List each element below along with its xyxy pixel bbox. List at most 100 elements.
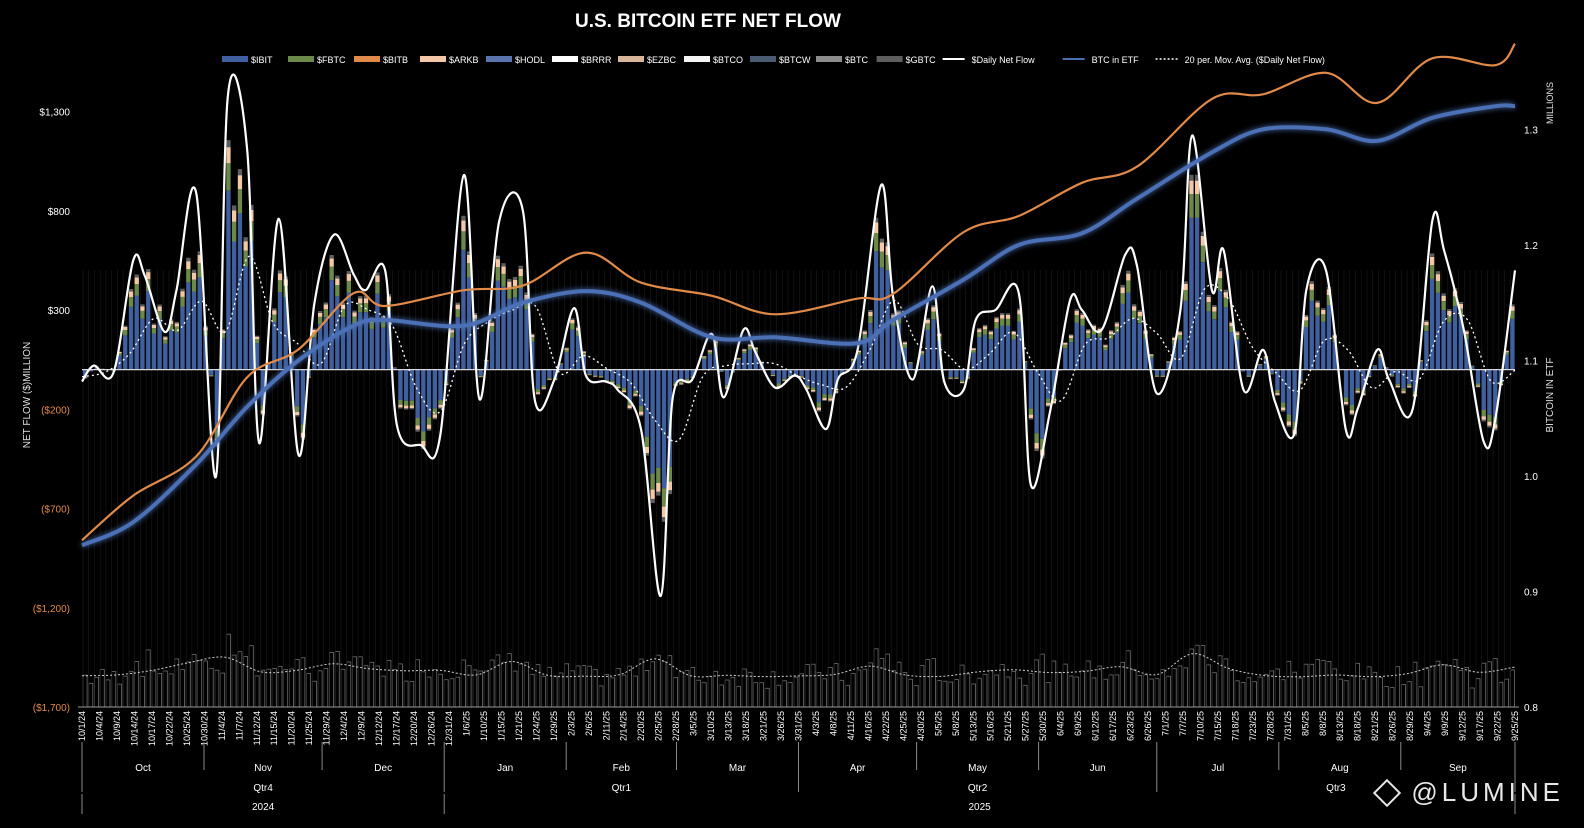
volume-bars xyxy=(82,270,1515,708)
volume-bar xyxy=(787,682,793,708)
volume-bar xyxy=(1389,687,1395,708)
flow-bar-segment xyxy=(300,369,306,425)
flow-bar-segment xyxy=(805,385,810,388)
date-tick-label: 7/23/25 xyxy=(1248,711,1258,741)
left-axis-title: NET FLOW ($)MILLION xyxy=(22,342,33,449)
flow-bar-segment xyxy=(736,358,741,359)
flow-bar-segment xyxy=(656,483,661,492)
volume-bar xyxy=(500,661,506,708)
volume-bar xyxy=(94,676,99,708)
flow-bar-segment xyxy=(1464,339,1469,370)
right-axis-units: MILLIONS xyxy=(1545,82,1555,124)
flow-bar-segment xyxy=(1240,369,1246,371)
flow-bar-segment xyxy=(295,411,300,416)
flow-bar-segment xyxy=(661,369,667,489)
flow-bar-segment xyxy=(988,334,993,340)
flow-bar-segment xyxy=(1435,281,1441,293)
left-tick-label: ($1,200) xyxy=(33,604,70,615)
flow-bar-segment xyxy=(988,330,993,332)
flow-bar-segment xyxy=(547,377,552,380)
flow-bar-segment xyxy=(776,383,781,386)
volume-bar xyxy=(604,674,610,708)
flow-bar-segment xyxy=(541,387,546,389)
volume-bar xyxy=(661,661,667,708)
flow-bar-segment xyxy=(1120,303,1125,370)
flow-bar-segment xyxy=(163,343,168,370)
flow-bar-segment xyxy=(1493,424,1498,429)
flow-bar-segment xyxy=(1109,338,1114,370)
flow-bar-segment xyxy=(1281,402,1286,408)
date-tick-label: 2/14/25 xyxy=(619,711,629,741)
flow-bar-segment xyxy=(346,274,351,281)
flow-bar-segment xyxy=(1023,361,1028,362)
year-label: 2025 xyxy=(968,802,991,813)
volume-bar xyxy=(724,679,730,708)
flow-bar-segment xyxy=(862,330,867,332)
flow-bar-segment xyxy=(524,300,529,310)
legend: $IBIT $FBTC $BITB $ARKB $HODL $BRRR $EZBC $BTCO… xyxy=(222,55,1325,65)
flow-bar-segment xyxy=(415,418,420,426)
flow-bar-segment xyxy=(1126,270,1131,274)
volume-bar xyxy=(157,673,162,708)
flow-bar-segment xyxy=(214,429,220,439)
flow-bar-segment xyxy=(421,369,426,432)
date-tick-label: 10/9/24 xyxy=(112,711,122,741)
volume-bar xyxy=(346,661,352,708)
flow-bar-segment xyxy=(455,317,460,370)
flow-bar-segment xyxy=(1407,386,1412,388)
volume-bar xyxy=(283,669,289,708)
flow-bar-segment xyxy=(753,347,758,350)
volume-bar xyxy=(260,669,266,708)
date-tick-label: 7/10/25 xyxy=(1195,711,1205,741)
flow-bar-segment xyxy=(1051,369,1056,397)
flow-bar-segment xyxy=(639,369,644,406)
flow-bar-segment xyxy=(1177,339,1183,370)
flow-bar-segment xyxy=(1051,403,1056,405)
volume-bar xyxy=(1303,663,1309,708)
flow-bar-segment xyxy=(518,268,523,277)
flow-bar-segment xyxy=(1166,362,1171,364)
flow-bar-segment xyxy=(1286,425,1291,428)
flow-bar-segment xyxy=(169,324,174,331)
volume-bar xyxy=(1401,684,1406,708)
flow-bar-segment xyxy=(323,302,328,305)
flow-bar-segment xyxy=(1212,311,1217,320)
flow-bar-segment xyxy=(1212,319,1217,370)
volume-bar xyxy=(122,675,128,708)
date-tick-label: 7/31/25 xyxy=(1283,711,1293,741)
flow-bar-segment xyxy=(1028,408,1034,415)
flow-bar-segment xyxy=(1481,369,1486,410)
flow-bar-segment xyxy=(1166,361,1171,363)
volume-bar xyxy=(1418,686,1424,708)
volume-bar xyxy=(971,683,976,708)
flow-bar-segment xyxy=(650,473,655,490)
flow-bar-segment xyxy=(1447,310,1452,316)
flow-bar-segment xyxy=(1332,342,1337,370)
date-tick-label: 10/25/24 xyxy=(182,711,192,746)
flow-bar-segment xyxy=(1132,304,1137,307)
date-tick-label: 5/5/25 xyxy=(933,711,943,736)
volume-bar xyxy=(1171,668,1177,708)
flow-bar-segment xyxy=(381,321,386,328)
flow-bar-segment xyxy=(541,369,546,386)
flow-bar-segment xyxy=(524,292,529,295)
flow-bar-segment xyxy=(398,400,403,405)
flow-bar-segment xyxy=(1005,315,1011,319)
flow-bar-segment xyxy=(1160,375,1165,377)
volume-bar xyxy=(220,672,226,708)
flow-bar-segment xyxy=(174,323,179,327)
flow-bar-segment xyxy=(874,233,879,252)
flow-bar-segment xyxy=(1086,338,1091,370)
volume-bar xyxy=(1091,677,1097,708)
volume-bar xyxy=(804,664,810,708)
flow-bar-segment xyxy=(656,467,661,483)
flow-bar-segment xyxy=(1275,369,1280,390)
volume-bar xyxy=(134,661,140,708)
flow-bar-segment xyxy=(415,425,420,430)
flow-bar-segment xyxy=(667,490,672,495)
legend-label: $BITB xyxy=(383,55,408,65)
flow-bar-segment xyxy=(220,338,225,370)
volume-bar xyxy=(443,679,449,708)
flow-bar-segment xyxy=(478,375,483,377)
flow-bar-segment xyxy=(1011,334,1016,340)
